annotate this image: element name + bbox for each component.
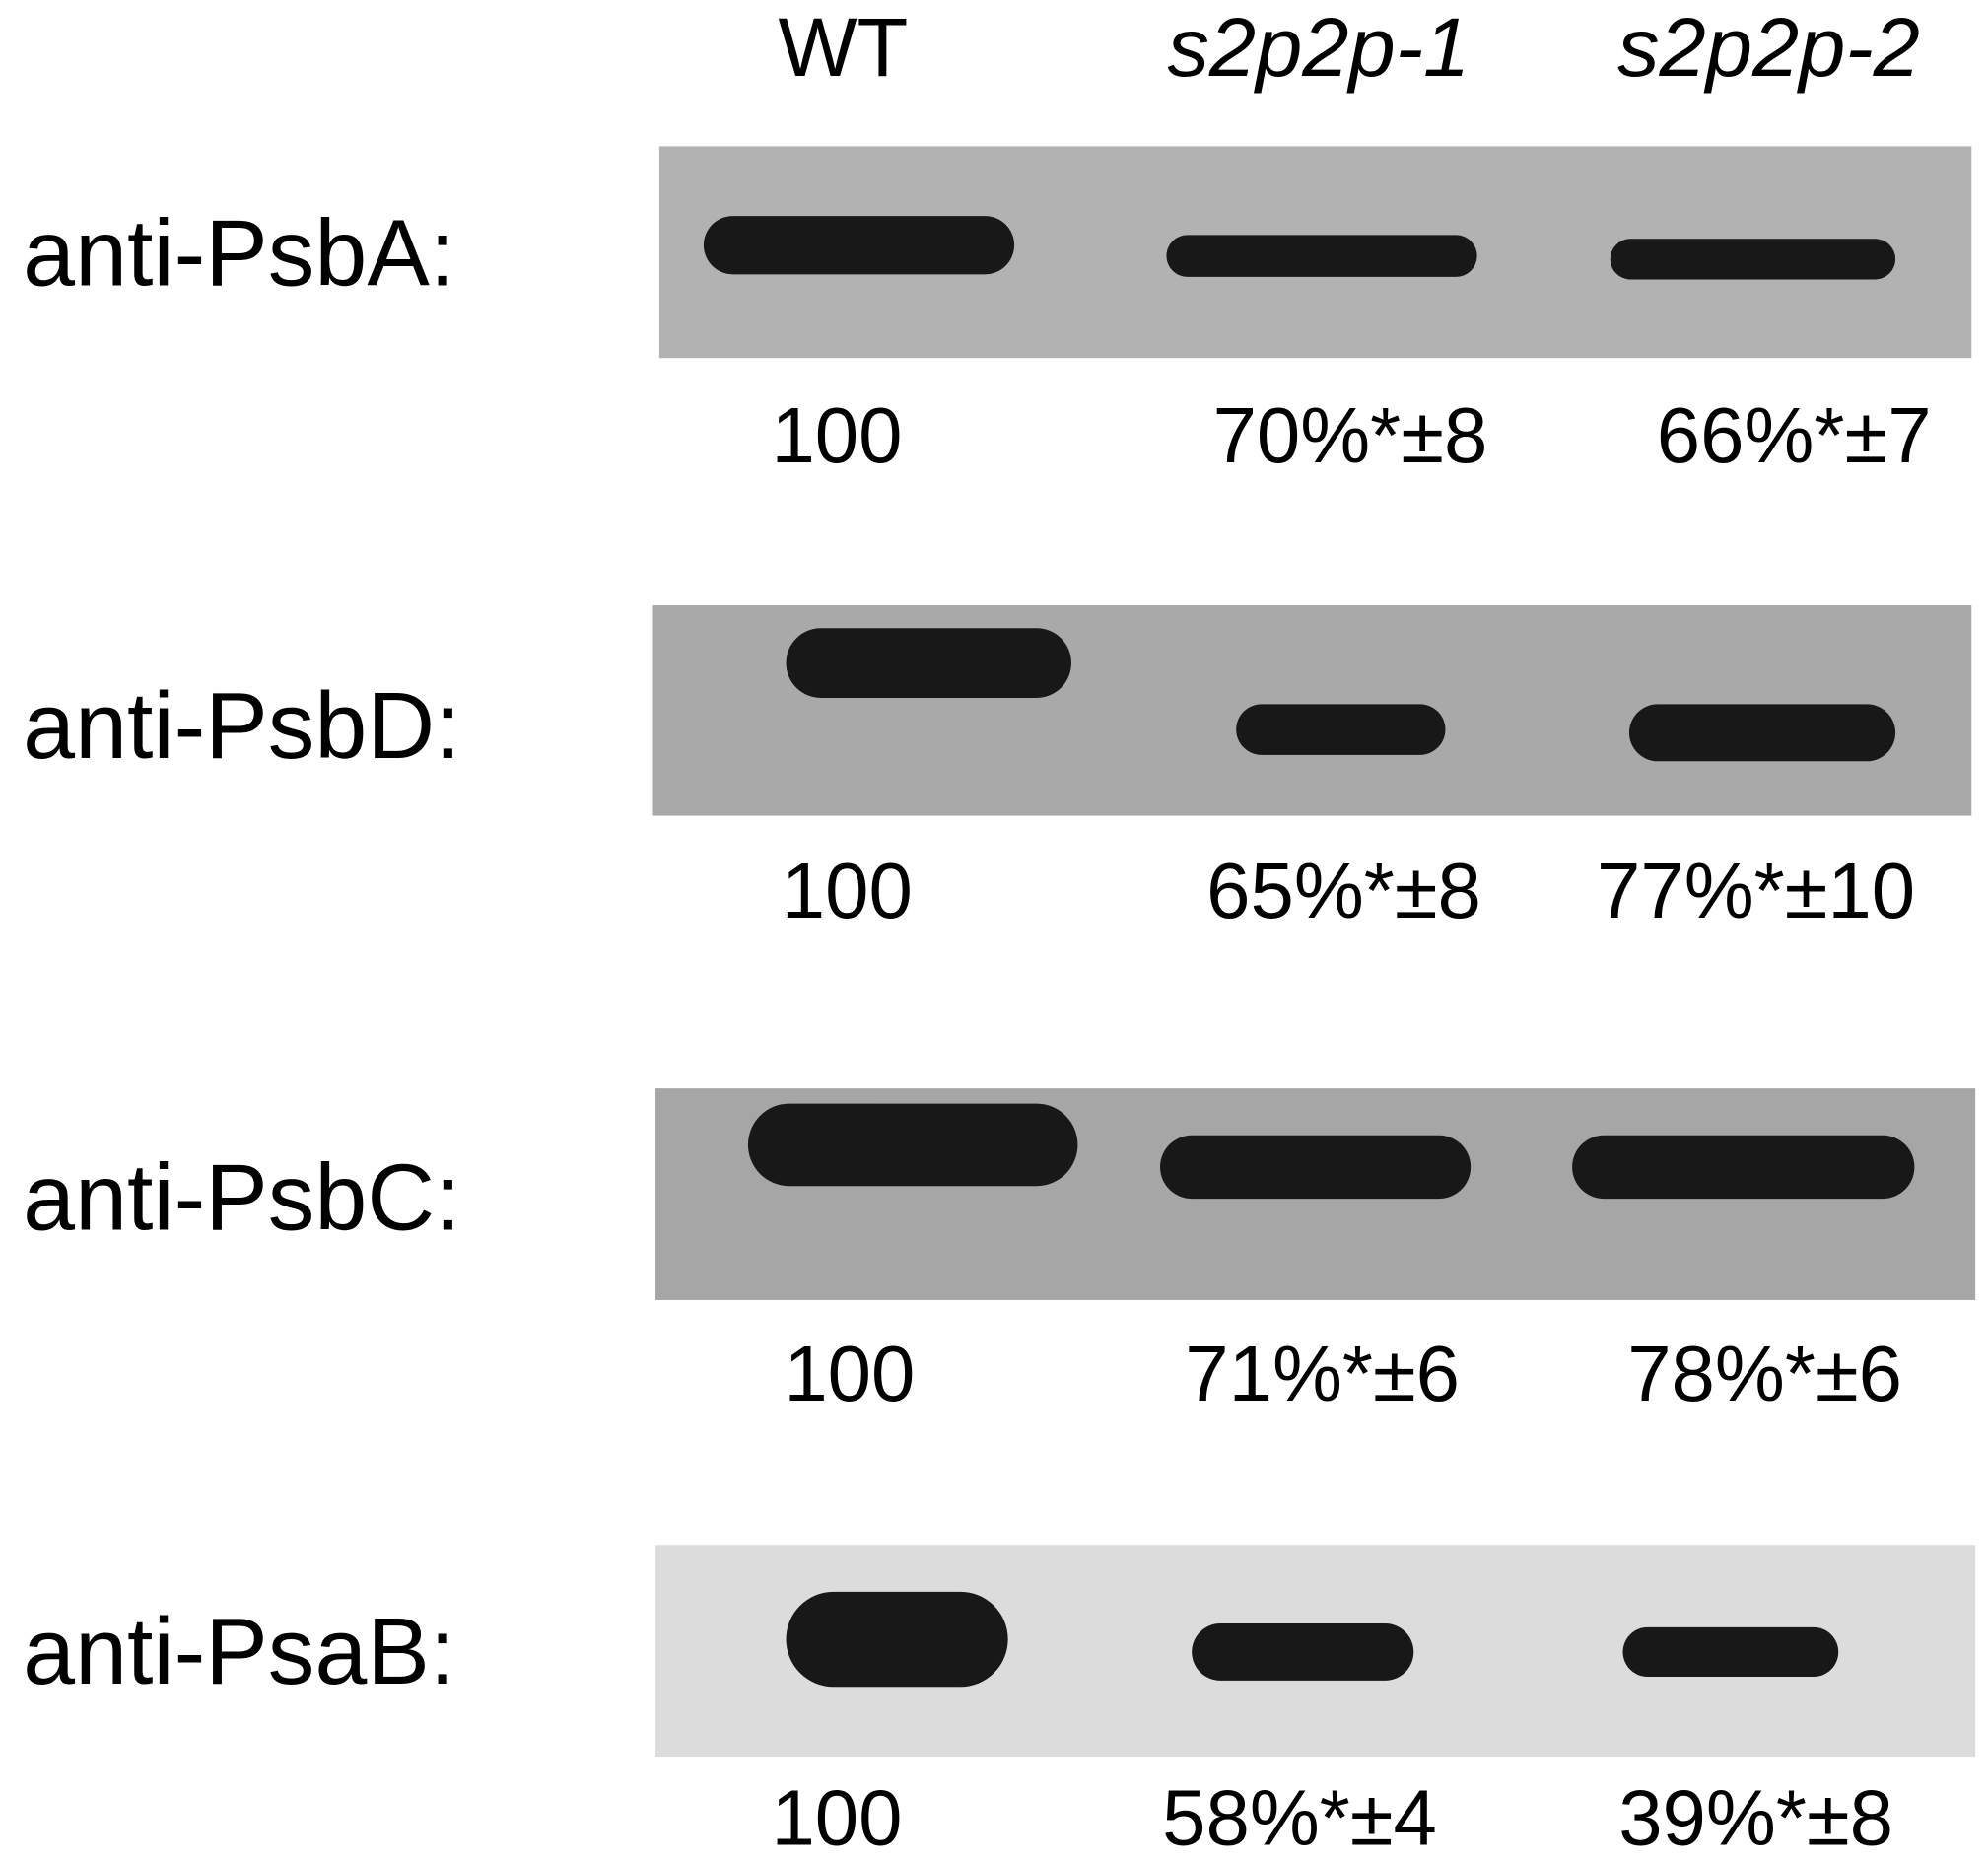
- lane-label: WT: [778, 0, 908, 94]
- quantification: 71%*±6: [1185, 1330, 1460, 1417]
- blot-label: anti-PsbA:: [23, 201, 455, 306]
- band: [786, 1591, 1008, 1688]
- quantification: 65%*±8: [1206, 847, 1481, 934]
- quantification: 100: [771, 1773, 902, 1861]
- band: [747, 1103, 1078, 1187]
- band: [1160, 1135, 1472, 1200]
- band: [1622, 1626, 1839, 1678]
- blot-label: anti-PsbC:: [23, 1146, 460, 1251]
- quantification: 100: [771, 391, 902, 479]
- band: [1628, 704, 1896, 762]
- quantification: 58%*±4: [1162, 1773, 1437, 1861]
- band: [786, 628, 1071, 698]
- lane-label: s2p2p-2: [1617, 0, 1920, 94]
- blot-label: anti-PsaB:: [23, 1600, 455, 1704]
- blot-label: anti-PsbD:: [23, 674, 460, 779]
- band: [1236, 704, 1446, 755]
- lane-label: s2p2p-1: [1167, 0, 1470, 94]
- band: [1166, 235, 1477, 277]
- quantification: 66%*±7: [1657, 391, 1932, 479]
- quantification: 77%*±10: [1597, 847, 1915, 934]
- quantification: 100: [784, 1330, 915, 1417]
- quantification: 100: [782, 847, 913, 934]
- band: [1610, 239, 1896, 280]
- band: [1572, 1135, 1915, 1200]
- quantification: 70%*±8: [1213, 391, 1488, 479]
- band: [703, 216, 1015, 275]
- band: [1192, 1622, 1414, 1681]
- quantification: 39%*±8: [1618, 1773, 1893, 1861]
- quantification: 78%*±6: [1627, 1330, 1902, 1417]
